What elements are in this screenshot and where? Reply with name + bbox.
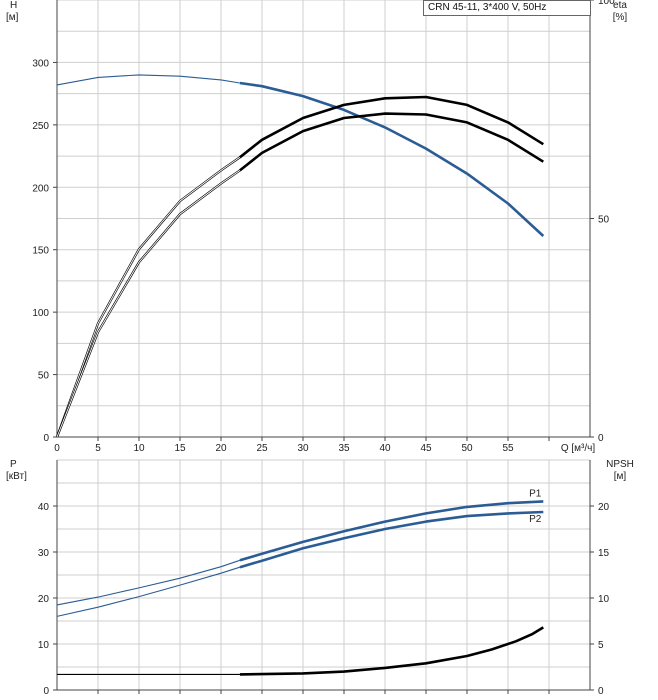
left-tick-label: 150 xyxy=(32,246,49,257)
x-tick-label: 5 xyxy=(95,443,101,454)
x-tick-label: 25 xyxy=(256,443,268,454)
right-axis-unit: [м] xyxy=(614,471,627,482)
x-tick-label: 30 xyxy=(297,443,309,454)
left-tick-label: 0 xyxy=(43,686,49,697)
left-axis-title: P xyxy=(10,459,17,470)
series-eta-lower-outer xyxy=(55,169,241,438)
series-P2-extrapolated xyxy=(56,566,241,617)
x-tick-label: 50 xyxy=(461,443,473,454)
right-tick-label: 15 xyxy=(598,548,610,559)
series-eta-upper-outer xyxy=(55,156,241,438)
x-tick-label: 0 xyxy=(54,443,60,454)
series-P1-extrapolated xyxy=(56,559,241,606)
left-axis-unit: [м] xyxy=(6,12,19,23)
legend-box: CRN 45-11, 3*400 V, 50Hz xyxy=(423,0,591,16)
right-tick-label: 100 xyxy=(598,0,615,7)
series-eta-lower xyxy=(239,112,544,172)
series-H-extrapolated xyxy=(56,74,240,86)
x-tick-label: 35 xyxy=(338,443,350,454)
series-NPSH xyxy=(239,626,544,676)
right-tick-label: 10 xyxy=(598,594,610,605)
top-panel: 0 50 100 150 200 250 300 0 50 100 0 5 10 15 20 25 30 35 40… xyxy=(6,0,627,454)
x-tick-label: 45 xyxy=(420,443,432,454)
left-tick-label: 40 xyxy=(38,502,50,513)
right-tick-label: 20 xyxy=(598,502,610,513)
series-P2 xyxy=(239,510,544,569)
left-tick-label: 0 xyxy=(43,433,49,444)
right-axis-title: NPSH xyxy=(606,459,634,470)
series-eta-upper xyxy=(239,95,544,159)
left-tick-label: 200 xyxy=(32,183,49,194)
right-tick-label: 0 xyxy=(598,433,604,444)
series-eta-lower-inner xyxy=(56,170,241,438)
left-tick-label: 30 xyxy=(38,548,50,559)
right-axis-unit: [%] xyxy=(613,12,628,23)
right-tick-label: 0 xyxy=(598,686,604,697)
x-tick-label: 40 xyxy=(379,443,391,454)
series-P1 xyxy=(239,500,544,562)
right-axis-title: eta xyxy=(613,0,627,11)
x-axis-label: Q [м³/ч] xyxy=(561,443,596,454)
x-tick-label: 15 xyxy=(174,443,186,454)
right-tick-label: 50 xyxy=(598,215,610,226)
left-tick-label: 250 xyxy=(32,121,49,132)
left-tick-label: 20 xyxy=(38,594,50,605)
bottom-panel: 0 10 20 30 40 0 5 10 15 20 P[кВт] NPSH[м] P1 P2 xyxy=(6,459,634,697)
left-tick-label: 50 xyxy=(38,371,50,382)
left-axis-title: H xyxy=(10,0,17,11)
x-tick-label: 10 xyxy=(133,443,145,454)
series-label-P2: P2 xyxy=(529,514,542,525)
left-tick-label: 10 xyxy=(38,640,50,651)
series-label-P1: P1 xyxy=(529,488,542,499)
series-H xyxy=(239,81,545,237)
legend-text: CRN 45-11, 3*400 V, 50Hz xyxy=(428,2,547,13)
x-tick-label: 55 xyxy=(502,443,514,454)
left-tick-label: 300 xyxy=(32,58,49,69)
left-tick-label: 100 xyxy=(32,308,49,319)
right-tick-label: 5 xyxy=(598,640,604,651)
series-eta-upper-inner xyxy=(56,156,241,438)
left-axis-unit: [кВт] xyxy=(6,471,27,482)
x-tick-label: 20 xyxy=(215,443,227,454)
